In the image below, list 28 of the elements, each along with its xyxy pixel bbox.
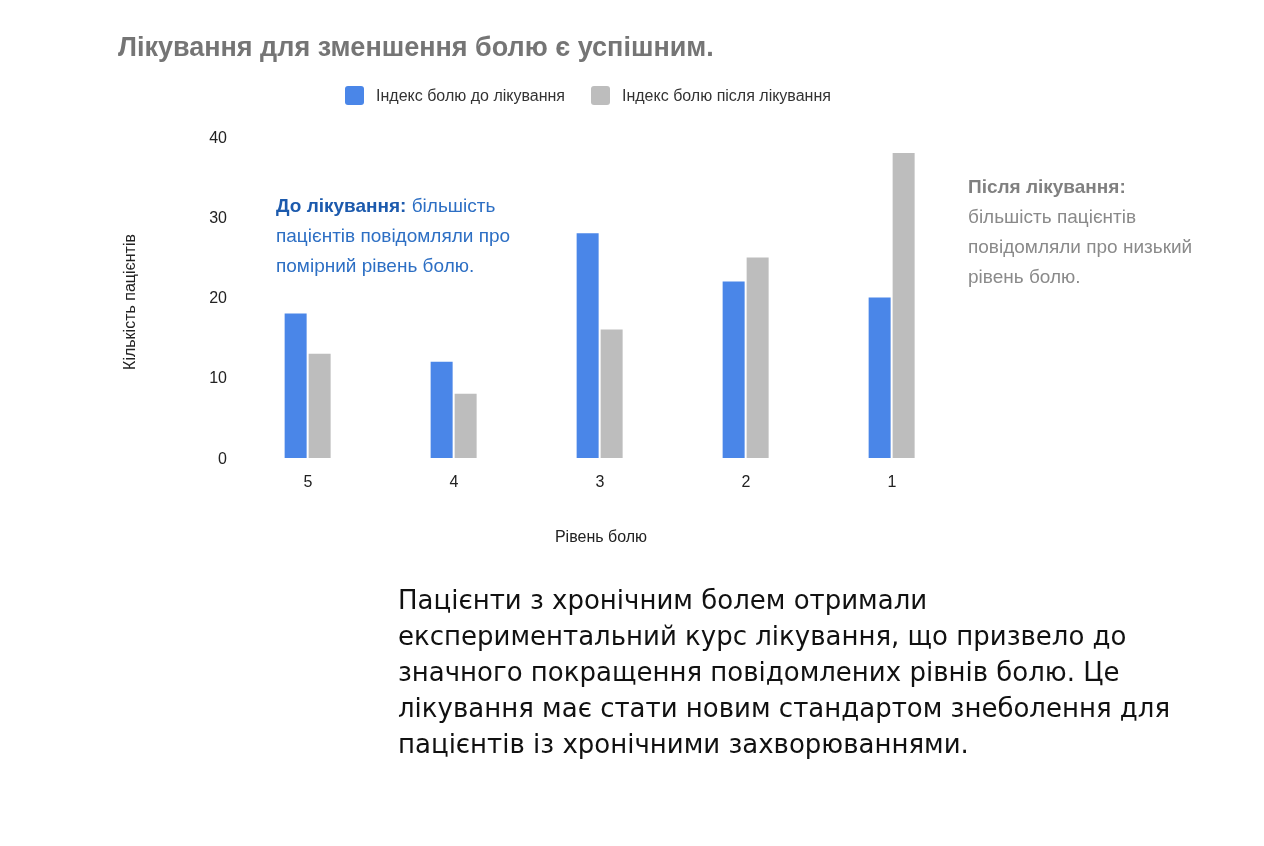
x-tick-label: 1: [887, 473, 897, 491]
bar: [284, 313, 307, 458]
text: Після лікування: більшість пацієнтів повідомляли про низький рівень болю.: [968, 175, 1193, 289]
y-tick-label: 30: [209, 208, 228, 226]
bar: [576, 233, 599, 458]
y-tick-label: 40: [209, 128, 228, 146]
y-tick-label: 10: [209, 369, 228, 387]
bar: [722, 281, 745, 458]
y-tick-label: 20: [209, 289, 228, 307]
x-tick-label: 3: [595, 473, 605, 491]
y-tick-label: 0: [218, 449, 228, 467]
text: Пацієнти з хронічним болем отримали експериментальний курс лікування, що призвело до значного покращення повідомлених рівнів болю. Це лікування має стати новим стандартом знеболення для пацієнтів із хронічними захворюваннями.: [398, 584, 1172, 761]
legend-label: Індекс болю до лікування: [376, 86, 565, 105]
bar: [454, 393, 477, 458]
bar: [430, 361, 453, 458]
bar: [868, 297, 891, 458]
bar: [892, 153, 915, 458]
legend-label: Індекс болю після лікування: [622, 86, 831, 105]
bar: [308, 353, 331, 458]
x-tick-label: 4: [449, 473, 459, 491]
annotation: До лікування: більшість пацієнтів повідомляли про помірний рівень болю.: [276, 194, 512, 278]
x-tick-label: 2: [741, 473, 751, 491]
bar: [600, 329, 623, 458]
x-tick-label: 5: [303, 473, 313, 491]
y-axis-title: Кількість пацієнтів: [121, 234, 139, 370]
chart-title: Лікування для зменшення болю є успішним.: [118, 32, 714, 63]
bar: [746, 257, 769, 458]
x-axis-title: Рівень болю: [553, 528, 649, 546]
